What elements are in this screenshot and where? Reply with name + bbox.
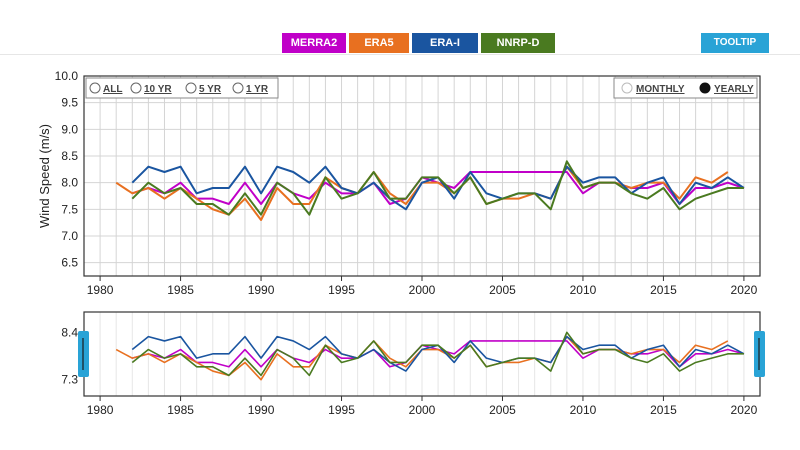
series-line-nnrp-d xyxy=(131,331,744,377)
navigator-x-tick-label: 2005 xyxy=(489,403,516,417)
range-selector: ALL 10 YR 5 YR 1 YR xyxy=(85,77,279,99)
navigator-handle-left[interactable] xyxy=(78,331,89,377)
y-tick-label: 6.5 xyxy=(61,256,78,270)
x-tick-label: 1990 xyxy=(248,283,275,297)
range-option-5-yr[interactable]: 5 YR xyxy=(185,82,222,95)
range-option-1-yr[interactable]: 1 YR xyxy=(232,82,269,95)
x-tick-label: 1985 xyxy=(167,283,194,297)
radio-icon[interactable] xyxy=(232,82,244,94)
y-tick-label: 7.5 xyxy=(61,202,78,216)
navigator-x-tick-label: 2000 xyxy=(409,403,436,417)
legend: MERRA2 ERA5 ERA-I NNRP-D xyxy=(282,33,555,53)
tooltip-button[interactable]: TOOLTIP xyxy=(701,33,769,53)
legend-nnrp-d[interactable]: NNRP-D xyxy=(481,33,555,53)
radio-icon[interactable] xyxy=(89,82,101,94)
range-option-label: ALL xyxy=(103,84,122,95)
legend-era-i[interactable]: ERA-I xyxy=(412,33,478,53)
series-line-nnrp-d xyxy=(131,160,744,216)
legend-merra2[interactable]: MERRA2 xyxy=(282,33,346,53)
y-axis-label: Wind Speed (m/s) xyxy=(37,124,52,228)
y-tick-label: 8.5 xyxy=(61,149,78,163)
navigator-handle-right[interactable] xyxy=(754,331,765,377)
navigator-x-axis: 1980 1985 1990 1995 2000 2005 2010 2015 2020 xyxy=(87,396,758,417)
range-option-10-yr[interactable]: 10 YR xyxy=(130,82,172,95)
period-selector-box xyxy=(613,77,758,99)
navigator-series xyxy=(115,331,745,381)
navigator-x-tick-label: 2020 xyxy=(731,403,758,417)
period-selector: MONTHLY YEARLY xyxy=(613,77,758,99)
navigator-y-tick-label: 8.4 xyxy=(61,325,78,339)
y-tick-label: 8.0 xyxy=(61,176,78,190)
range-option-label: 5 YR xyxy=(199,84,222,95)
navigator-x-tick-label: 2015 xyxy=(650,403,677,417)
y-tick-label: 10.0 xyxy=(55,69,79,83)
navigator-y-tick-label: 7.3 xyxy=(61,373,78,387)
period-option-label: YEARLY xyxy=(714,84,754,95)
period-option-monthly[interactable]: MONTHLY xyxy=(621,82,685,95)
y-tick-label: 9.5 xyxy=(61,96,78,110)
x-tick-label: 1980 xyxy=(87,283,114,297)
radio-icon[interactable] xyxy=(621,82,633,94)
radio-icon[interactable] xyxy=(130,82,142,94)
navigator-y-axis: 8.4 7.3 xyxy=(61,325,78,386)
series-line-merra2 xyxy=(131,171,745,205)
navigator-x-tick-label: 1985 xyxy=(167,403,194,417)
y-tick-label: 7.0 xyxy=(61,229,78,243)
x-tick-label: 2015 xyxy=(650,283,677,297)
period-option-yearly[interactable]: YEARLY xyxy=(699,82,754,95)
navigator-x-tick-label: 1995 xyxy=(328,403,355,417)
range-option-label: 10 YR xyxy=(144,84,172,95)
x-tick-label: 2010 xyxy=(570,283,597,297)
period-option-label: MONTHLY xyxy=(636,84,685,95)
x-tick-label: 2000 xyxy=(409,283,436,297)
navigator-x-tick-label: 2010 xyxy=(570,403,597,417)
range-option-all[interactable]: ALL xyxy=(89,82,122,95)
series-line-merra2 xyxy=(132,340,745,368)
main-series xyxy=(115,160,745,221)
navigator-x-tick-label: 1980 xyxy=(87,403,114,417)
range-option-label: 1 YR xyxy=(246,84,269,95)
legend-era5[interactable]: ERA5 xyxy=(349,33,409,53)
main-y-axis: 6.5 7.0 7.5 8.0 8.5 9.0 9.5 10.0 xyxy=(55,69,79,270)
radio-icon[interactable] xyxy=(699,82,711,94)
main-x-axis: 1980 1985 1990 1995 2000 2005 2010 2015 2020 xyxy=(87,276,758,297)
radio-icon[interactable] xyxy=(185,82,197,94)
x-tick-label: 1995 xyxy=(328,283,355,297)
y-tick-label: 9.0 xyxy=(61,122,78,136)
toolbar xyxy=(0,30,800,55)
navigator-x-tick-label: 1990 xyxy=(248,403,275,417)
x-tick-label: 2005 xyxy=(489,283,516,297)
x-tick-label: 2020 xyxy=(731,283,758,297)
